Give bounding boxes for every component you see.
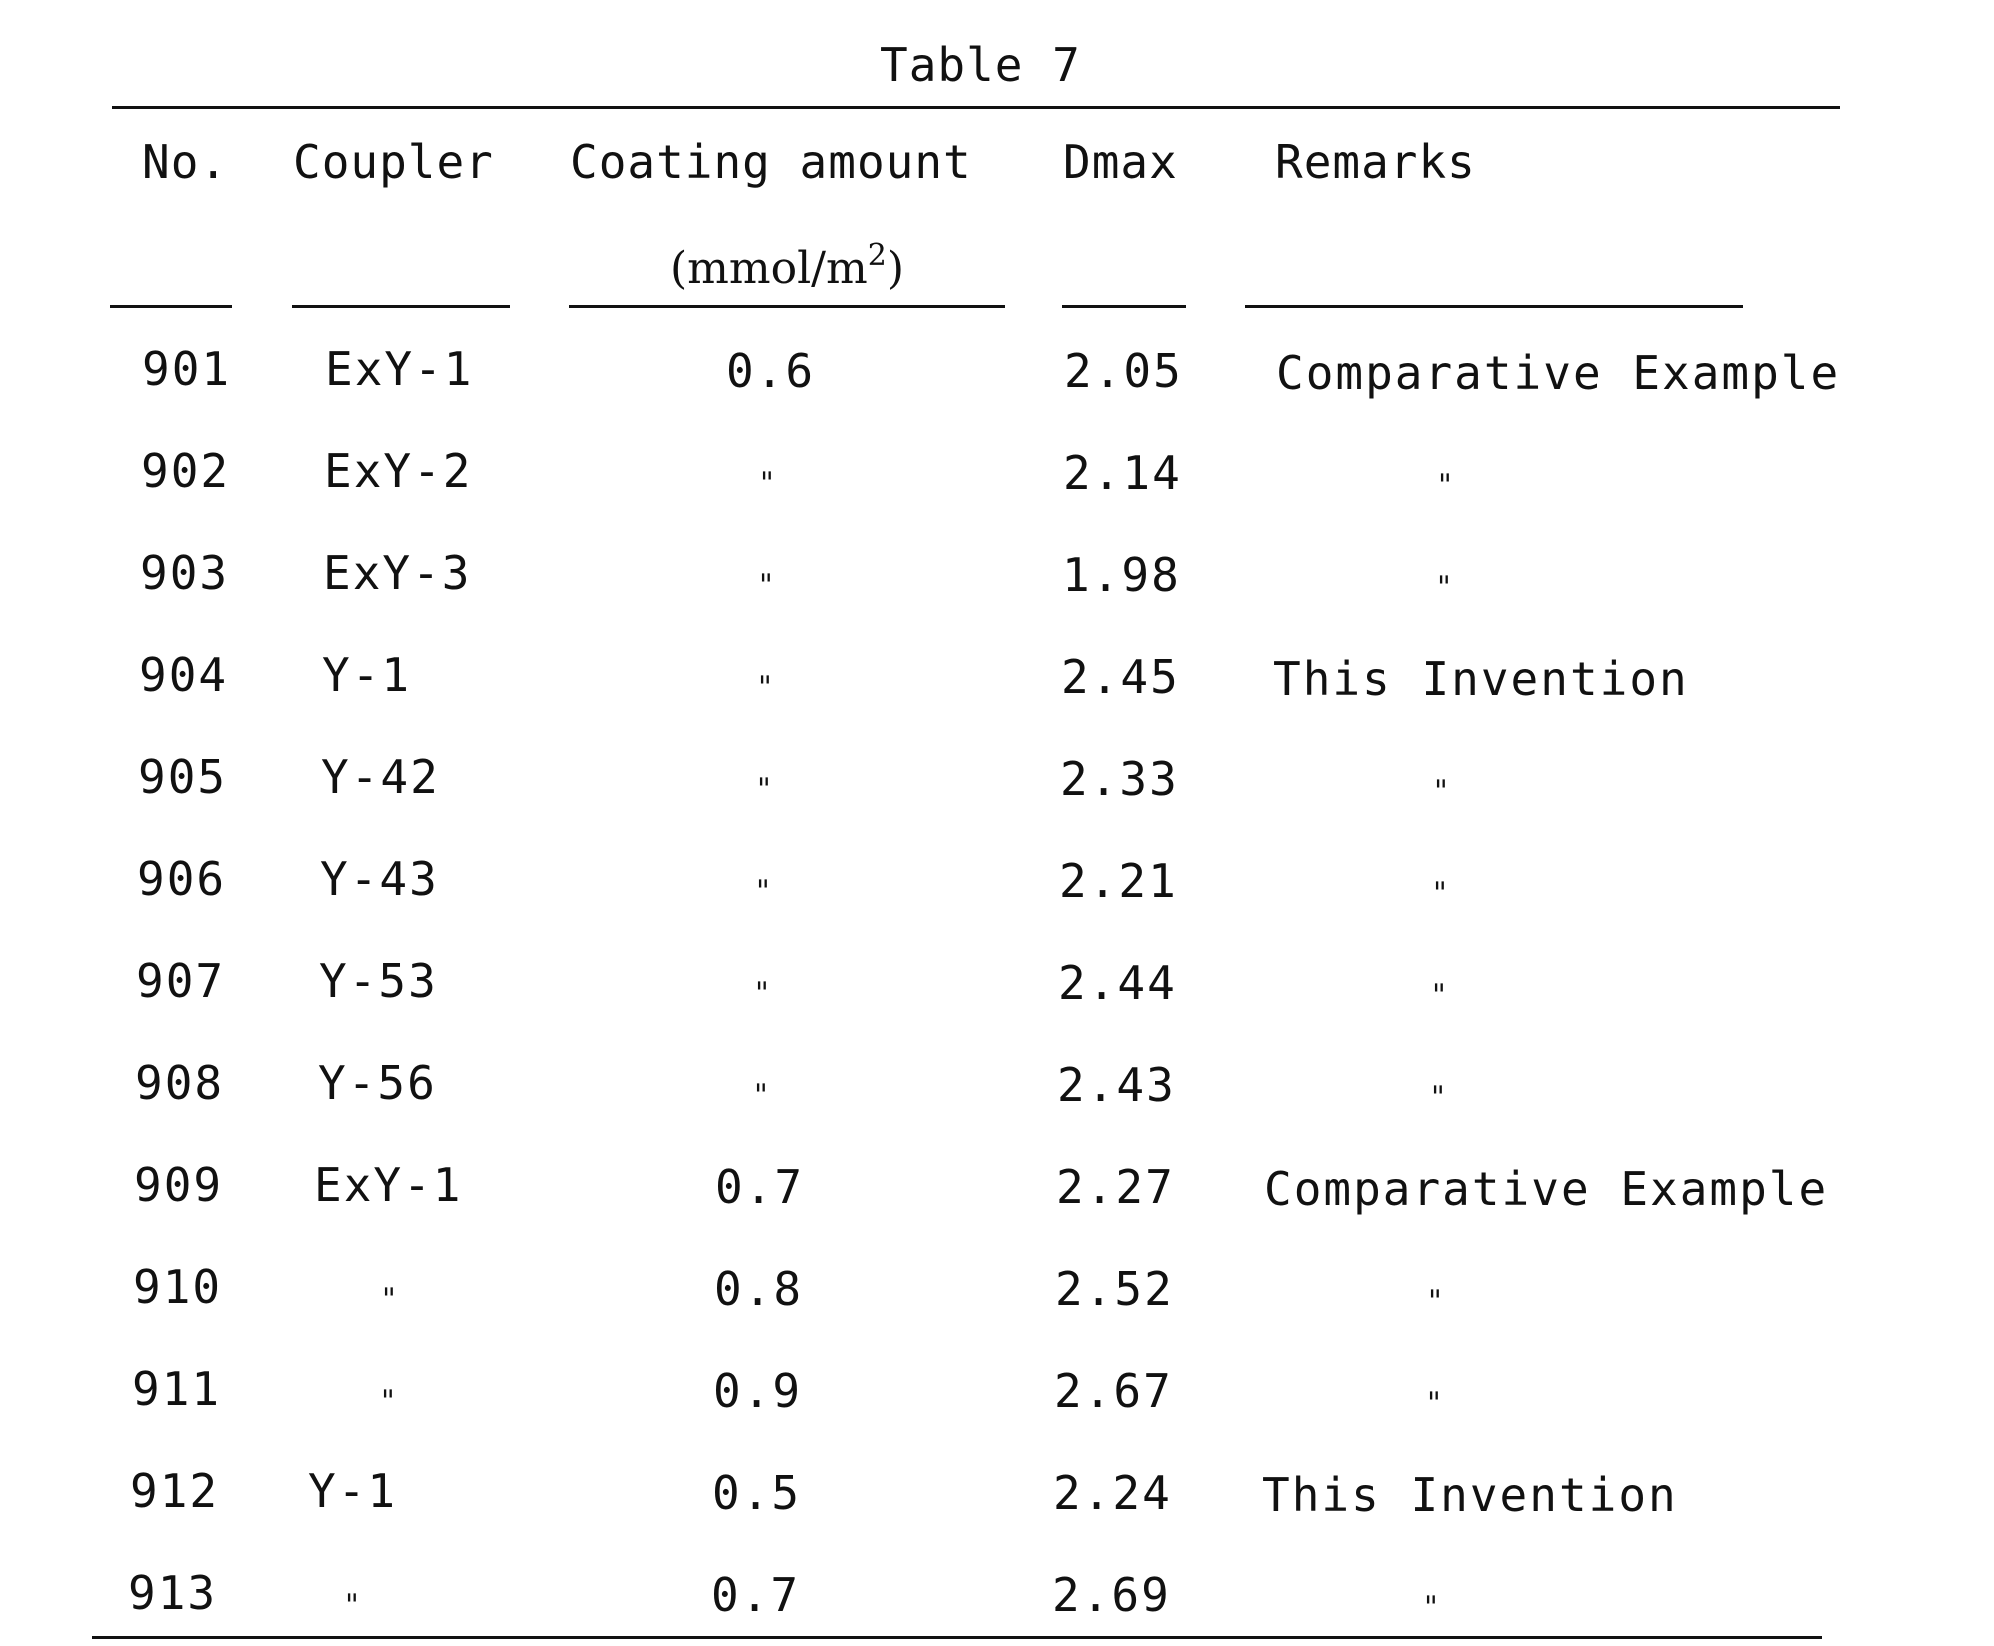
cell-coupler: Y-43 (320, 852, 439, 906)
cell-coupler-ditto: " (381, 1384, 395, 1419)
cell-no: 907 (136, 954, 225, 1008)
cell-coating-ditto: " (756, 874, 770, 909)
header-remarks: Remarks (1275, 135, 1476, 189)
cell-dmax: 2.52 (1055, 1262, 1174, 1316)
cell-coupler-ditto: " (382, 1282, 396, 1317)
cell-no: 912 (130, 1464, 219, 1518)
table-bottom-rule (92, 1636, 1822, 1639)
cell-remarks: Comparative Example (1276, 346, 1840, 400)
cell-coating: 0.5 (712, 1466, 801, 1520)
cell-dmax: 2.05 (1064, 344, 1183, 398)
cell-dmax: 2.45 (1061, 650, 1180, 704)
table-top-rule (112, 106, 1840, 109)
cell-coupler-ditto: " (345, 1588, 359, 1623)
cell-remarks: This Invention (1262, 1468, 1678, 1522)
cell-no: 911 (132, 1362, 221, 1416)
cell-coating: 0.7 (715, 1160, 804, 1214)
cell-no: 910 (133, 1260, 222, 1314)
cell-coupler: Y-56 (318, 1056, 437, 1110)
cell-remarks-ditto: " (1433, 876, 1447, 911)
cell-coating-ditto: " (757, 772, 771, 807)
cell-no: 909 (134, 1158, 223, 1212)
cell-remarks-ditto: " (1432, 978, 1446, 1013)
cell-remarks-ditto: " (1424, 1590, 1438, 1625)
cell-no: 908 (135, 1056, 224, 1110)
table-title: Table 7 (880, 38, 1081, 92)
cell-dmax: 1.98 (1062, 548, 1181, 602)
cell-coating-ditto: " (760, 466, 774, 501)
cell-remarks-ditto: " (1437, 570, 1451, 605)
cell-remarks: Comparative Example (1264, 1162, 1828, 1216)
cell-dmax: 2.14 (1063, 446, 1182, 500)
cell-coating-ditto: " (755, 976, 769, 1011)
cell-dmax: 2.27 (1056, 1160, 1175, 1214)
cell-dmax: 2.21 (1059, 854, 1178, 908)
cell-no: 913 (128, 1566, 217, 1620)
cell-dmax: 2.24 (1053, 1466, 1172, 1520)
cell-coupler: ExY-1 (314, 1158, 462, 1212)
cell-remarks-ditto: " (1438, 468, 1452, 503)
header-dmax: Dmax (1063, 135, 1178, 189)
cell-coupler: Y-53 (319, 954, 438, 1008)
cell-coating-ditto: " (754, 1078, 768, 1113)
cell-coating: 0.7 (711, 1568, 800, 1622)
header-rule-dmax (1062, 305, 1186, 308)
cell-remarks-ditto: " (1434, 774, 1448, 809)
cell-no: 905 (138, 750, 227, 804)
cell-coating: 0.9 (713, 1364, 802, 1418)
cell-coating: 0.8 (714, 1262, 803, 1316)
cell-remarks-ditto: " (1427, 1386, 1441, 1421)
cell-no: 902 (141, 444, 230, 498)
header-rule-no (110, 305, 232, 308)
cell-no: 904 (139, 648, 228, 702)
cell-dmax: 2.43 (1057, 1058, 1176, 1112)
cell-dmax: 2.67 (1054, 1364, 1173, 1418)
cell-no: 901 (142, 342, 231, 396)
cell-remarks: This Invention (1273, 652, 1689, 706)
header-coating-amount: Coating amount (570, 135, 972, 189)
cell-coupler: ExY-1 (325, 342, 473, 396)
cell-coupler: Y-42 (321, 750, 440, 804)
cell-dmax: 2.33 (1060, 752, 1179, 806)
unit-superscript: 2 (868, 238, 887, 273)
header-rule-coating (569, 305, 1005, 308)
header-rule-remarks (1245, 305, 1743, 308)
cell-no: 903 (140, 546, 229, 600)
cell-remarks-ditto: " (1431, 1080, 1445, 1115)
cell-coating-ditto: " (758, 670, 772, 705)
cell-dmax: 2.44 (1058, 956, 1177, 1010)
cell-dmax: 2.69 (1052, 1568, 1171, 1622)
cell-remarks-ditto: " (1428, 1284, 1442, 1319)
header-rule-coupler (292, 305, 510, 308)
cell-coating-ditto: " (759, 568, 773, 603)
header-no: No. (142, 135, 228, 189)
cell-coupler: Y-1 (308, 1464, 397, 1518)
header-coating-unit: (mmol/m2) (670, 238, 904, 294)
cell-coating: 0.6 (726, 344, 815, 398)
header-coupler: Coupler (293, 135, 494, 189)
cell-no: 906 (137, 852, 226, 906)
cell-coupler: ExY-2 (324, 444, 472, 498)
cell-coupler: ExY-3 (323, 546, 471, 600)
cell-coupler: Y-1 (322, 648, 411, 702)
